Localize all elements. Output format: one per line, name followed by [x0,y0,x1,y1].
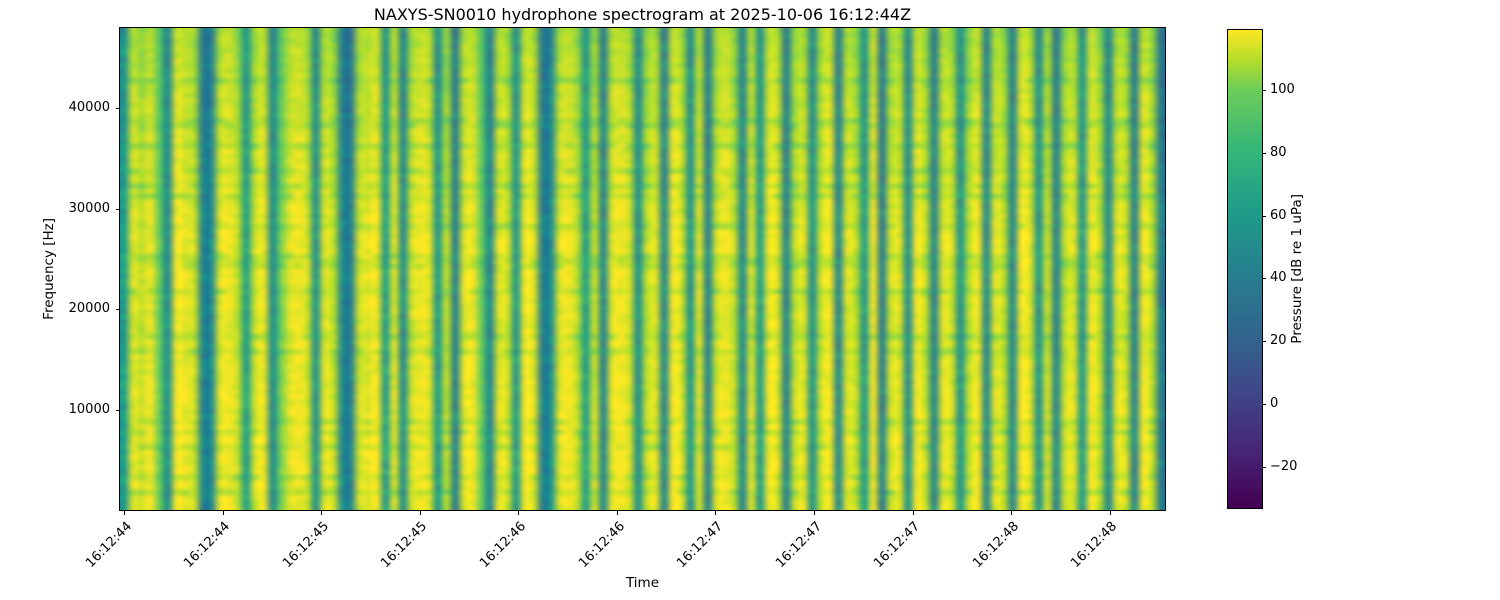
colorbar-tick-label: 100 [1270,81,1295,97]
x-tick-mark [912,510,914,515]
x-tick-label: 16:12:47 [871,519,924,571]
x-tick-mark [518,510,520,515]
colorbar-tick-mark [1262,341,1266,343]
x-tick-label: 16:12:45 [378,519,431,571]
y-tick-mark [116,208,120,210]
colorbar-tick-mark [1262,278,1266,280]
y-axis-ticks: 10000 20000 30000 40000 [0,28,120,510]
x-tick-mark [321,510,323,515]
colorbar-tick-label: 60 [1270,207,1287,223]
colorbar-tick-label: −20 [1270,459,1298,475]
x-tick-label: 16:12:48 [1068,519,1121,571]
colorbar-tick-label: 40 [1270,270,1287,286]
colorbar-tick-label: 20 [1270,333,1287,349]
x-tick-mark [124,510,126,515]
x-tick-mark [715,510,717,515]
x-tick-label: 16:12:47 [674,519,726,571]
y-tick-mark [116,409,120,411]
x-tick-mark [1011,510,1013,515]
colorbar-ticks: 100 80 60 40 20 0 −20 [1262,30,1342,508]
y-tick-mark [116,108,120,110]
colorbar-tick-mark [1262,467,1266,469]
x-tick-label: 16:12:46 [575,519,628,571]
x-axis-label: Time [625,575,660,591]
y-tick-label: 30000 [68,200,110,216]
colorbar-tick-label: 0 [1270,396,1279,412]
colorbar-tick-mark [1262,215,1266,217]
colorbar-tick-mark [1262,89,1266,91]
x-tick-mark [1109,510,1111,515]
y-tick-label: 10000 [68,401,110,417]
x-axis-ticks: 16:12:44 16:12:44 16:12:45 16:12:45 16:12:46… [83,510,1165,590]
y-tick-label: 40000 [68,100,110,116]
x-tick-label: 16:12:45 [280,519,332,571]
y-tick-label: 20000 [68,301,110,317]
colorbar-tick-mark [1262,152,1266,154]
colorbar-tick-label: 80 [1270,144,1287,160]
x-tick-label: 16:12:44 [181,519,234,571]
spectrogram-heatmap [119,27,1166,511]
x-tick-label: 16:12:46 [477,519,529,571]
x-tick-mark [222,510,224,515]
x-tick-label: 16:12:44 [82,519,135,571]
colorbar [1227,29,1263,509]
plot-title: NAXYS-SN0010 hydrophone spectrogram at 2… [373,5,912,24]
colorbar-label-wrap: Pressure [dB re 1 uPa] [1286,30,1308,508]
x-tick-mark [814,510,815,515]
colorbar-label: Pressure [dB re 1 uPa] [1289,194,1305,344]
x-tick-mark [616,510,618,515]
x-tick-mark [419,510,421,515]
y-tick-mark [116,309,120,311]
x-tick-label: 16:12:48 [969,519,1022,571]
x-tick-label: 16:12:47 [772,519,825,571]
colorbar-tick-mark [1262,404,1266,406]
